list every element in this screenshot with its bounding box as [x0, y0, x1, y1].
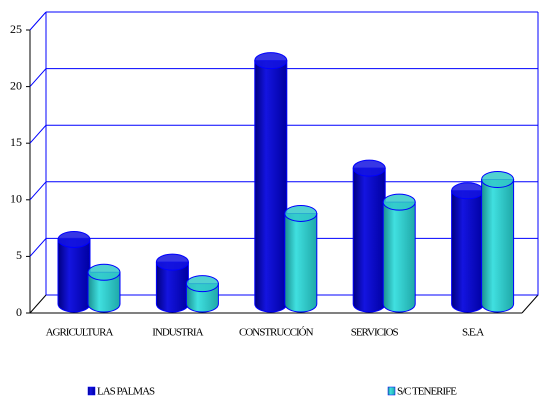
legend-label: LAS PALMAS	[97, 386, 155, 398]
y-tick-label: 25	[10, 22, 22, 36]
grid-line	[29, 124, 47, 144]
bar	[87, 263, 121, 313]
grid-line	[29, 68, 47, 87]
y-tick-label: 10	[10, 192, 22, 206]
bar	[382, 193, 416, 313]
x-tick-label: INDUSTRIA	[152, 327, 203, 339]
y-tick-label: 15	[10, 135, 22, 149]
x-tick-label: CONSTRUCCIÓN	[239, 327, 314, 339]
y-tick-label: 5	[16, 248, 22, 262]
bar	[451, 182, 485, 313]
bar	[185, 275, 219, 313]
bar	[352, 159, 386, 313]
grid-line	[29, 11, 47, 31]
bar	[57, 230, 91, 313]
legend-swatch	[87, 386, 96, 396]
bar	[284, 204, 318, 313]
x-tick-label: AGRICULTURA	[46, 327, 114, 339]
legend-label: S/C TENERIFE	[397, 386, 457, 398]
x-tick-label: SERVICIOS	[351, 327, 399, 339]
floor-right	[521, 294, 539, 314]
bar	[481, 170, 515, 313]
y-tick-label: 0	[16, 305, 22, 319]
legend-swatch	[387, 386, 396, 396]
bar	[155, 253, 189, 313]
grid-line	[29, 181, 47, 201]
grid-line	[29, 294, 47, 314]
x-tick-label: S.E.A	[462, 327, 484, 339]
y-tick-label: 20	[10, 78, 22, 92]
grid-line	[29, 238, 47, 257]
bar	[254, 52, 288, 313]
